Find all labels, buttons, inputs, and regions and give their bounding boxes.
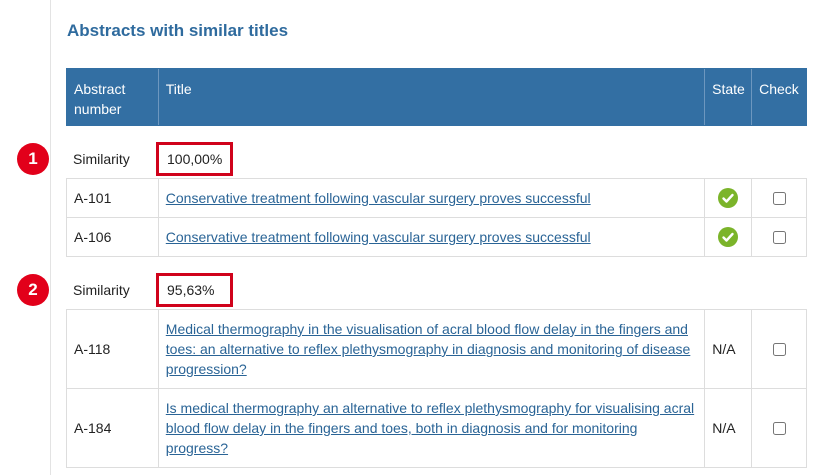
check-cell bbox=[751, 389, 806, 467]
title-cell: Medical thermography in the visualisatio… bbox=[157, 310, 704, 388]
group-marker: 2 bbox=[17, 274, 49, 306]
section-title: Abstracts with similar titles bbox=[67, 21, 289, 40]
check-cell bbox=[751, 310, 806, 388]
similarity-label: Similarity bbox=[73, 282, 130, 298]
column-header: Title bbox=[157, 69, 704, 125]
check-mark bbox=[722, 193, 734, 203]
title-cell: Conservative treatment following vascula… bbox=[157, 218, 704, 256]
similarity-group: 1 Similarity 100,00% A-101 Conservative trea… bbox=[17, 140, 807, 257]
abstract-row: A-184 Is medical thermography an alternat… bbox=[66, 389, 807, 468]
check-box[interactable] bbox=[772, 421, 786, 435]
state-cell: N/A bbox=[704, 389, 751, 467]
column-header: Abstract number bbox=[74, 81, 126, 117]
similarity-label: Similarity bbox=[73, 151, 130, 167]
abstract-number: A-106 bbox=[74, 229, 112, 245]
similarity-value: 100,00% bbox=[156, 142, 233, 176]
abstract-row: A-118 Medical thermography in the visuali… bbox=[66, 309, 807, 389]
table-header: Abstract number Title State Check bbox=[66, 68, 807, 126]
abstract-link[interactable]: Is medical thermography an alternative t… bbox=[165, 400, 695, 456]
abstract-row: A-101 Conservative treatment following va… bbox=[66, 178, 807, 218]
title-cell: Is medical thermography an alternative t… bbox=[157, 389, 704, 467]
state-cell: N/A bbox=[704, 310, 751, 388]
state-icon bbox=[718, 188, 739, 208]
state-text: N/A bbox=[712, 341, 736, 357]
panel bbox=[50, 0, 823, 475]
state-icon bbox=[718, 227, 739, 247]
abstract-link[interactable]: Conservative treatment following vascula… bbox=[165, 190, 591, 206]
abstract-number: A-184 bbox=[74, 420, 112, 436]
similar-table: Abstract number Title State Check 1 Simil… bbox=[17, 68, 807, 468]
abstract-number: A-118 bbox=[74, 341, 111, 357]
similarity-group: 2 Similarity 95,63% A-118 Medical thermograp… bbox=[17, 271, 807, 468]
title-cell: Conservative treatment following vascula… bbox=[157, 179, 704, 217]
similarity-row: 2 Similarity 95,63% bbox=[17, 271, 807, 309]
similarity-value: 95,63% bbox=[156, 273, 233, 307]
state-text: N/A bbox=[712, 420, 736, 436]
state-cell bbox=[704, 218, 751, 256]
check-mark bbox=[722, 232, 734, 242]
abstract-link[interactable]: Conservative treatment following vascula… bbox=[165, 229, 591, 245]
check-cell bbox=[751, 218, 806, 256]
abstract-number: A-101 bbox=[74, 190, 112, 206]
column-header: State bbox=[704, 69, 751, 125]
state-cell bbox=[704, 179, 751, 217]
similarity-row: 1 Similarity 100,00% bbox=[17, 140, 807, 178]
abstract-link[interactable]: Medical thermography in the visualisatio… bbox=[165, 321, 691, 377]
column-header: Check bbox=[751, 69, 806, 125]
group-marker: 1 bbox=[17, 143, 49, 175]
check-box[interactable] bbox=[772, 191, 786, 205]
check-cell bbox=[751, 179, 806, 217]
check-box[interactable] bbox=[772, 230, 786, 244]
abstract-row: A-106 Conservative treatment following va… bbox=[66, 218, 807, 257]
check-box[interactable] bbox=[772, 342, 786, 356]
